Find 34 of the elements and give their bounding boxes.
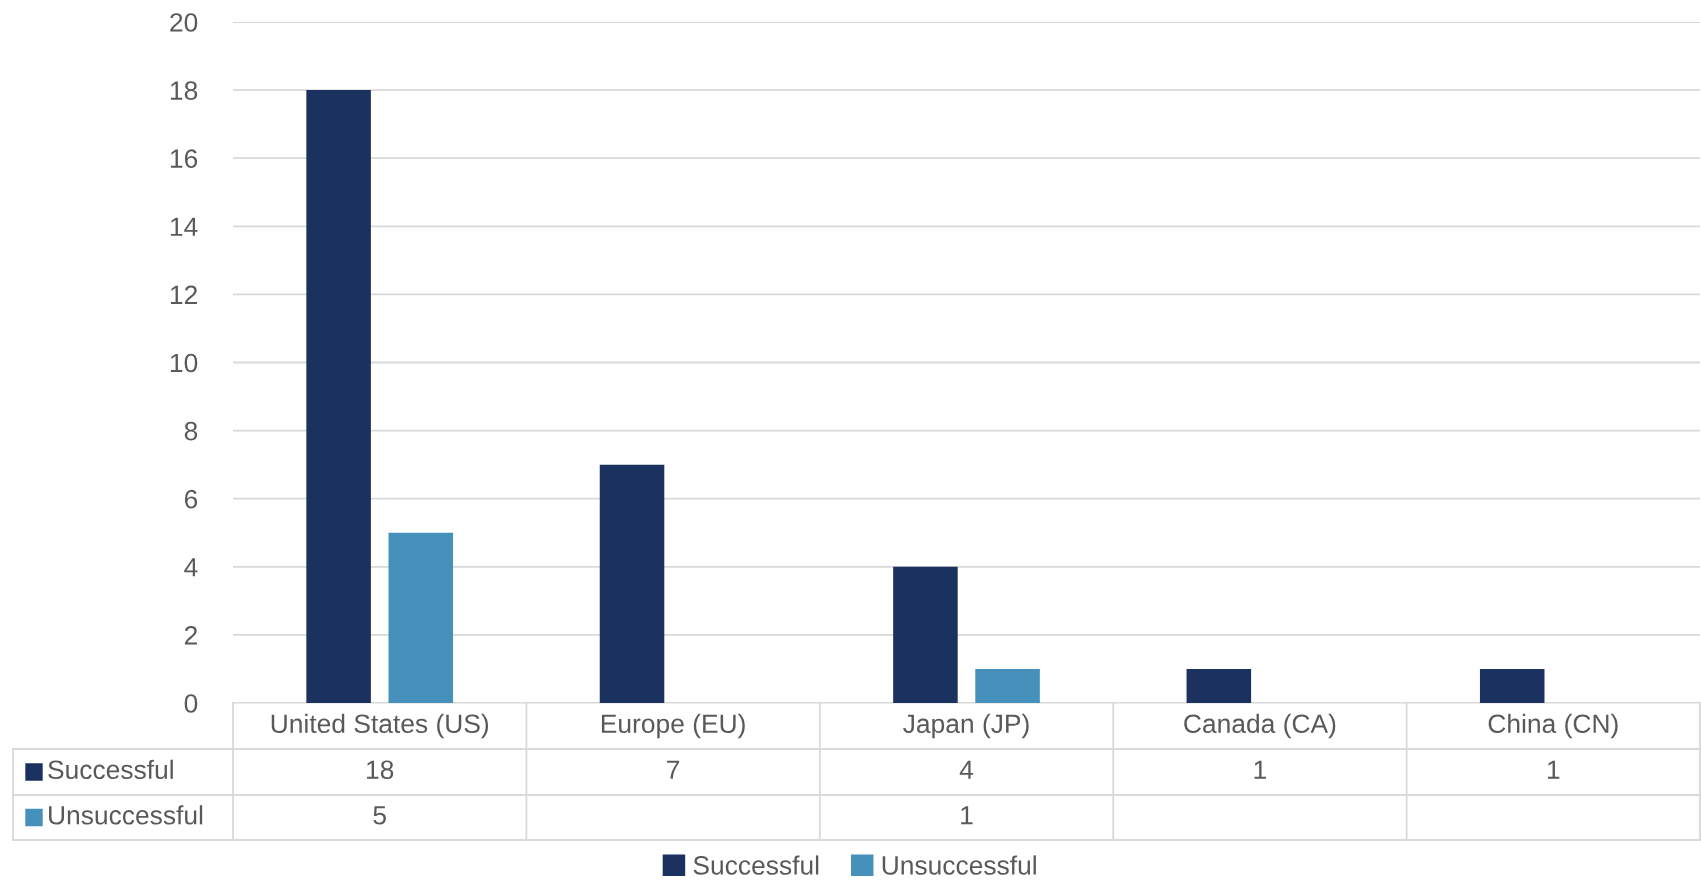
x-tick-label: Japan (JP) xyxy=(903,713,1029,739)
x-tick-label: China (CN) xyxy=(1488,713,1618,739)
x-tick-label: United States (US) xyxy=(271,713,489,739)
y-tick-label: 18 xyxy=(170,81,198,100)
y-tick-label: 2 xyxy=(184,626,197,645)
bar xyxy=(388,532,454,703)
bar xyxy=(1479,668,1545,703)
data-label: 18 xyxy=(367,760,394,780)
x-tick-label: Canada (CA) xyxy=(1184,713,1336,739)
x-tick-label: Europe (EU) xyxy=(601,713,745,739)
data-label: 1 xyxy=(1547,760,1560,779)
data-label: 1 xyxy=(961,806,973,825)
y-tick-label: 12 xyxy=(170,285,197,304)
y-tick-label: 20 xyxy=(170,13,198,32)
y-tick-label: 0 xyxy=(184,694,198,713)
bar xyxy=(599,464,665,703)
y-tick-label: 16 xyxy=(170,149,198,169)
y-tick-label: 14 xyxy=(170,217,198,236)
legend-label: Unsuccessful xyxy=(882,855,1036,875)
bar xyxy=(893,566,958,703)
bar xyxy=(1186,668,1252,703)
y-tick-label: 10 xyxy=(170,353,198,373)
bar xyxy=(306,90,371,703)
y-tick-label: 8 xyxy=(184,421,198,441)
legend-label: Successful xyxy=(48,759,173,780)
bar xyxy=(975,668,1040,703)
data-label: 5 xyxy=(373,806,386,825)
data-label: 4 xyxy=(959,760,974,779)
y-tick-label: 4 xyxy=(184,558,198,577)
data-label: 7 xyxy=(667,760,680,779)
y-tick-label: 6 xyxy=(184,489,198,509)
text: Unsuccessful xyxy=(49,805,203,825)
data-label: 1 xyxy=(1254,760,1266,779)
text: Successful xyxy=(693,855,819,875)
